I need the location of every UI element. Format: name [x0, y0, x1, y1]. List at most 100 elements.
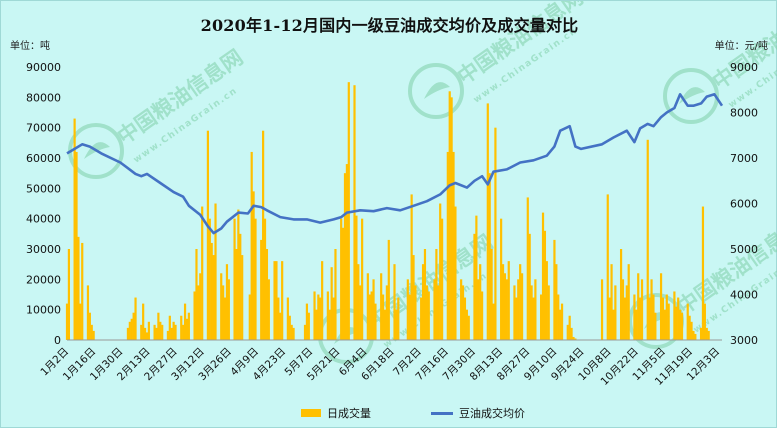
- volume-bar-2: [73, 118, 76, 340]
- volume-bar-51: [233, 218, 236, 340]
- volume-bar-67: [277, 297, 280, 340]
- volume-bar-6: [81, 242, 84, 340]
- volume-bar-48: [223, 297, 227, 340]
- volume-bar-101: [374, 303, 377, 340]
- volume-bar-204: [679, 309, 682, 340]
- volume-bar-72: [290, 324, 293, 340]
- volume-bar-64: [267, 279, 270, 340]
- volume-bar-45: [214, 203, 217, 340]
- volume-bar-120: [433, 279, 436, 340]
- left-axis-unit: 单位：吨: [10, 41, 50, 52]
- volume-bar-31: [180, 315, 183, 340]
- volume-bar-87: [340, 218, 343, 340]
- volume-bar-178: [610, 264, 613, 340]
- volume-bar-162: [543, 230, 547, 340]
- volume-bar-186: [633, 294, 636, 340]
- volume-bar-14: [132, 312, 135, 340]
- volume-bar-159: [534, 279, 537, 340]
- volume-bar-183: [623, 297, 626, 340]
- volume-bar-161: [541, 212, 545, 340]
- volume-bar-61: [262, 130, 265, 340]
- volume-bar-4: [77, 236, 80, 340]
- volume-bar-18: [143, 327, 147, 340]
- y-left-tick-label-5: 50000: [26, 182, 61, 195]
- line-series: [66, 93, 724, 235]
- volume-bar-127: [450, 97, 453, 340]
- volume-bar-118: [425, 285, 428, 340]
- volume-bar-147: [503, 273, 507, 340]
- volume-bar-73: [292, 327, 295, 340]
- volume-bar-56: [248, 294, 251, 340]
- legend-item-line: 豆油成交均价: [431, 405, 525, 421]
- volume-bar-49: [225, 264, 229, 340]
- volume-bar-131: [461, 285, 465, 340]
- volume-bar-181: [619, 249, 623, 340]
- volume-bar-155: [526, 197, 529, 340]
- volume-bar-202: [675, 306, 678, 340]
- volume-bar-15: [134, 297, 137, 340]
- volume-bar-146: [501, 264, 505, 340]
- volume-bar-33: [183, 303, 187, 340]
- volume-bar-86: [334, 249, 337, 340]
- volume-bar-169: [560, 303, 564, 340]
- volume-bar-140: [486, 103, 489, 341]
- volume-bar-177: [608, 297, 611, 340]
- watermark-leaf-icon: [424, 82, 450, 99]
- watermark-logo-icon: [408, 63, 464, 119]
- right-axis-unit: 单位：元/吨: [714, 41, 768, 52]
- volume-bar-10: [92, 330, 95, 340]
- volume-bar-201: [673, 291, 676, 340]
- volume-bar-208: [690, 321, 693, 340]
- volume-bar-35: [187, 312, 190, 340]
- y-right-tick-label-3: 6000: [730, 198, 758, 211]
- y-right-tick-label-6: 9000: [730, 61, 758, 74]
- y-left-tick-label-0: 0: [54, 334, 61, 347]
- volume-bar-200: [667, 303, 670, 340]
- volume-bar-129: [454, 206, 457, 340]
- volume-bar-207: [688, 315, 691, 340]
- volume-bar-150: [513, 285, 516, 340]
- volume-bar-39: [199, 273, 202, 340]
- y-left-tick-label-9: 90000: [26, 61, 61, 74]
- volume-bar-97: [366, 273, 369, 340]
- volume-bar-128: [452, 151, 455, 340]
- legend: 日成交量 豆油成交均价: [301, 405, 585, 421]
- volume-bar-148: [505, 279, 508, 340]
- volume-bar-133: [465, 309, 468, 340]
- volume-bar-43: [210, 242, 213, 340]
- volume-bar-68: [279, 312, 282, 340]
- volume-bar-50: [227, 279, 230, 340]
- price-line: [66, 93, 724, 235]
- volume-bar-121: [435, 249, 438, 340]
- volume-bar-132: [463, 297, 467, 340]
- legend-item-bar: 日成交量: [301, 405, 371, 421]
- volume-bar-65: [273, 261, 276, 340]
- volume-bar-135: [473, 233, 476, 340]
- volume-bar-187: [635, 309, 638, 340]
- volume-bar-89: [343, 173, 347, 340]
- volume-bar-194: [652, 294, 655, 340]
- volume-bar-123: [439, 203, 442, 340]
- volume-bar-125: [446, 151, 449, 340]
- volume-bar-75: [305, 303, 309, 340]
- volume-bar-74: [303, 324, 307, 340]
- volume-bar-29: [172, 321, 175, 340]
- volume-bar-25: [161, 324, 164, 340]
- volume-bar-182: [621, 279, 625, 340]
- volume-bar-30: [174, 324, 177, 340]
- volume-bar-93: [355, 215, 358, 340]
- volume-bar-209: [692, 330, 695, 340]
- volume-bar-170: [566, 324, 569, 340]
- volume-bar-60: [260, 239, 263, 340]
- volume-bar-134: [467, 315, 470, 340]
- volume-bar-66: [275, 261, 278, 340]
- volume-bar-213: [703, 303, 706, 340]
- volume-bar-115: [420, 297, 423, 340]
- volume-bar-197: [661, 297, 665, 340]
- volume-bar-22: [155, 327, 158, 340]
- volume-bar-0: [65, 303, 69, 340]
- volume-bar-78: [315, 309, 318, 340]
- volume-bar-107: [393, 264, 396, 340]
